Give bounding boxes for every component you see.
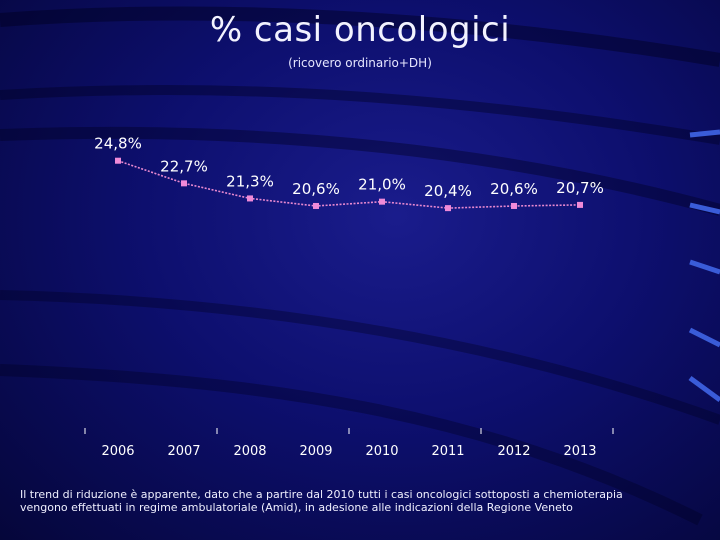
x-tick-label: 2010 (365, 444, 398, 459)
data-point (181, 180, 187, 187)
edge-highlight (688, 375, 720, 403)
edge-highlight (688, 327, 720, 348)
series-points-group (115, 157, 583, 212)
slide-subtitle: (ricovero ordinario+DH) (288, 56, 432, 70)
data-label: 20,4% (424, 182, 472, 200)
caption-line: Il trend di riduzione è apparente, dato … (20, 488, 623, 501)
background-swoosh (0, 364, 703, 526)
data-point (511, 202, 517, 209)
x-tick-label: 2013 (563, 444, 596, 459)
data-point (313, 202, 319, 209)
x-tick-label: 2011 (431, 444, 464, 459)
data-label: 21,0% (358, 176, 406, 194)
caption-line: vengono effettuati in regime ambulatoria… (20, 501, 573, 514)
background-swoosh (0, 290, 720, 425)
data-point (445, 205, 451, 212)
background-swoosh (0, 6, 720, 67)
series-line (117, 159, 581, 209)
x-tick-label: 2006 (101, 444, 134, 459)
background-swoosh (0, 126, 720, 216)
edge-highlight (689, 202, 720, 215)
data-label: 20,6% (292, 180, 340, 198)
data-label: 22,7% (160, 157, 208, 175)
background-swoosh (0, 85, 720, 145)
x-axis: 2006 2007 2008 2009 2010 2011 2012 2013 (84, 428, 614, 459)
data-labels-group: 24,8% 22,7% 21,3% 20,6% 21,0% 20,4% 20,6% 20,7% (94, 135, 604, 200)
data-point (115, 157, 121, 164)
data-point (379, 198, 385, 205)
slide-title: % casi oncologici (209, 10, 511, 50)
x-tick-label: 2008 (233, 444, 266, 459)
x-tick-label: 2012 (497, 444, 530, 459)
edge-highlight (689, 129, 720, 138)
edge-highlight (689, 259, 720, 275)
data-label: 20,7% (556, 179, 604, 197)
data-label: 21,3% (226, 172, 274, 190)
x-tick-label: 2007 (167, 444, 200, 459)
series-line-group (117, 159, 581, 209)
x-tick-label: 2009 (299, 444, 332, 459)
caption: Il trend di riduzione è apparente, dato … (20, 488, 710, 514)
data-point (577, 201, 583, 208)
data-label: 20,6% (490, 180, 538, 198)
data-point (247, 195, 253, 202)
data-label: 24,8% (94, 135, 142, 153)
